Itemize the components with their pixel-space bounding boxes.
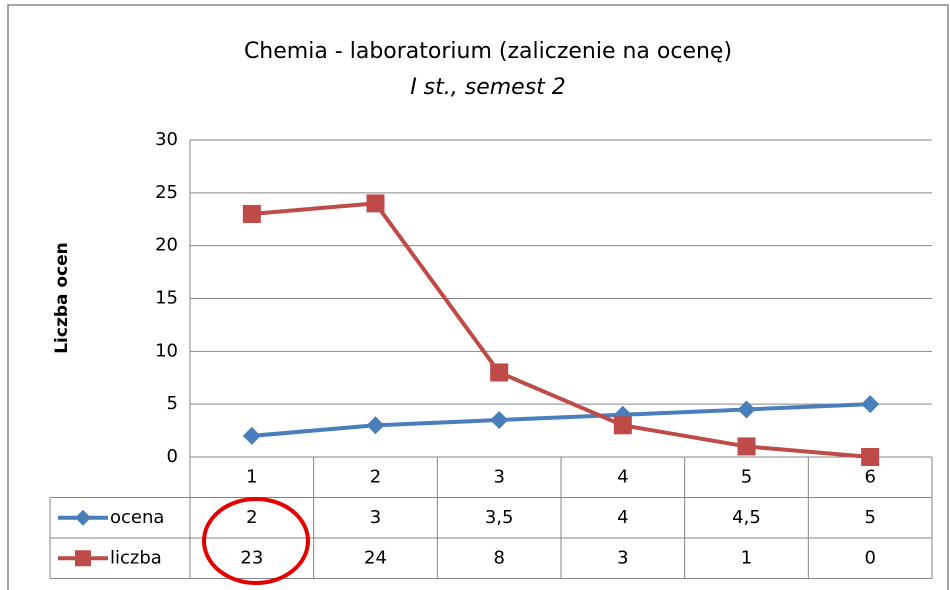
marker bbox=[366, 194, 385, 213]
chart-title: Chemia - laboratorium (zaliczenie na oce… bbox=[244, 39, 732, 64]
table-cell: 5 bbox=[864, 507, 875, 528]
highlight-circle bbox=[202, 497, 310, 585]
marker bbox=[366, 416, 385, 435]
x-tick-label: 2 bbox=[370, 466, 381, 487]
chart-subtitle: I st., semest 2 bbox=[410, 75, 566, 100]
table-cell: 3 bbox=[617, 547, 628, 568]
marker bbox=[737, 400, 756, 419]
y-tick-label: 0 bbox=[167, 446, 178, 467]
chart-border bbox=[7, 4, 949, 590]
table-cell: 1 bbox=[741, 547, 752, 568]
table-cell: 3 bbox=[370, 507, 381, 528]
table-cell: 3,5 bbox=[485, 507, 514, 528]
table-cell: 0 bbox=[864, 547, 875, 568]
x-tick-label: 5 bbox=[741, 466, 752, 487]
legend-label: liczba bbox=[110, 547, 162, 568]
table-cell: 23 bbox=[240, 547, 263, 568]
marker bbox=[737, 437, 756, 456]
y-tick-label: 15 bbox=[155, 288, 178, 309]
series-line bbox=[251, 402, 871, 438]
table-cell: 2 bbox=[246, 507, 257, 528]
x-tick-label: 6 bbox=[864, 466, 875, 487]
marker bbox=[861, 395, 880, 414]
legend-label: ocena bbox=[110, 507, 164, 528]
legend-key-marker bbox=[75, 509, 91, 526]
table-cell: 4 bbox=[617, 507, 628, 528]
marker bbox=[861, 448, 880, 466]
marker bbox=[242, 426, 261, 445]
y-tick-label: 25 bbox=[155, 182, 178, 203]
y-tick-label: 5 bbox=[167, 393, 178, 414]
x-tick-label: 4 bbox=[617, 466, 628, 487]
table-cell: 24 bbox=[364, 547, 387, 568]
x-tick-label: 1 bbox=[246, 466, 257, 487]
table-cell: 4,5 bbox=[732, 507, 761, 528]
y-axis-label: Liczba ocen bbox=[52, 242, 72, 354]
x-tick-label: 3 bbox=[493, 466, 504, 487]
series-line bbox=[251, 201, 871, 459]
y-tick-label: 30 bbox=[155, 129, 178, 150]
marker bbox=[242, 204, 261, 223]
marker bbox=[613, 416, 632, 435]
legend-key-marker bbox=[75, 550, 91, 567]
marker bbox=[490, 411, 509, 430]
table-cell: 8 bbox=[493, 547, 504, 568]
y-tick-label: 20 bbox=[155, 235, 178, 256]
marker bbox=[490, 363, 509, 382]
y-tick-label: 10 bbox=[155, 340, 178, 361]
